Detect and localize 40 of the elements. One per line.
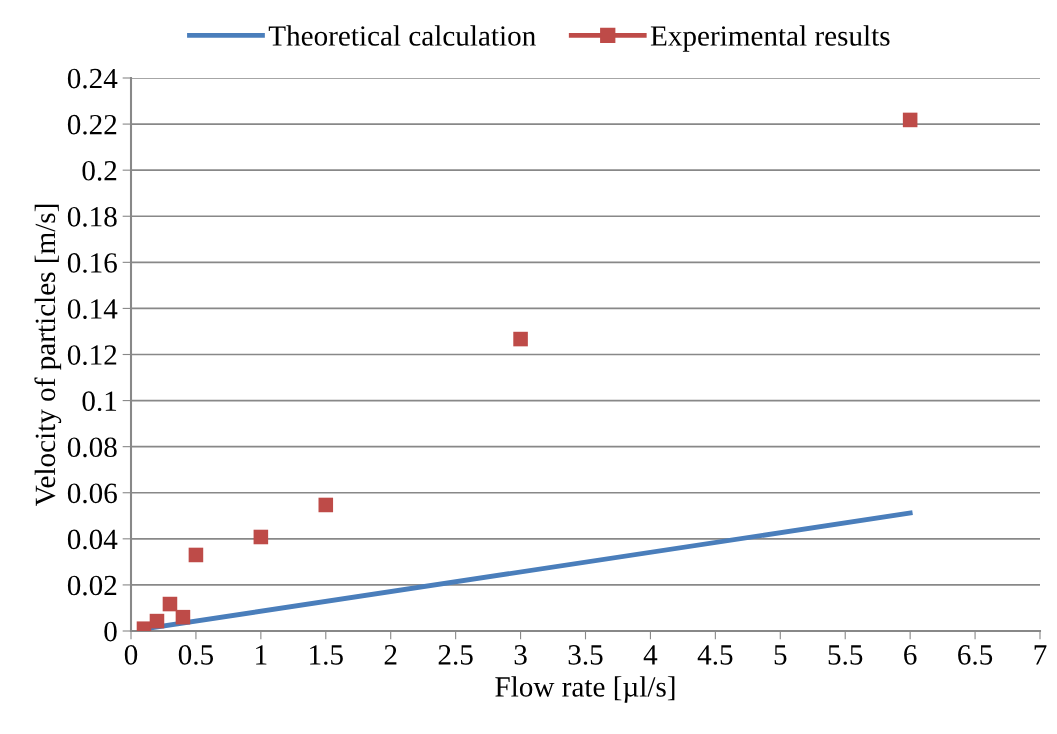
point	[149, 613, 165, 629]
y-tick-label: 0.16	[67, 253, 117, 273]
y-tick-label: 0.12	[67, 345, 117, 366]
point	[513, 331, 528, 347]
point	[188, 547, 204, 563]
x-tick-label: 2.5	[438, 645, 473, 665]
x-tick-label: 6	[904, 645, 917, 665]
x-tick-label: 1	[256, 645, 267, 665]
y-tick-label: 0.02	[67, 575, 117, 596]
x-tick-label: 3	[514, 645, 527, 665]
point	[318, 497, 334, 513]
y-tick-label: 0.1	[82, 391, 117, 412]
y-tick-label: 0.04	[67, 529, 118, 550]
legend-label: Experimental results	[650, 25, 890, 52]
x-axis-title: Flow rate [µl/s]	[495, 676, 675, 703]
x-tick-label: 1.5	[310, 645, 343, 665]
x-tick-label: 4	[643, 645, 658, 665]
y-tick-label: 0.18	[67, 206, 117, 227]
y-tick-label: 0.22	[67, 114, 117, 135]
x-tick-label: 6.5	[958, 645, 993, 665]
y-tick-label: 0.2	[82, 160, 117, 181]
x-tick-label: 7	[1034, 645, 1047, 665]
y-tick-label: 0.14	[67, 299, 118, 319]
point	[175, 609, 191, 625]
y-tick-label: 0.08	[67, 437, 117, 458]
x-tick-label: 5	[774, 645, 787, 665]
point	[162, 596, 178, 612]
x-tick-label: 5.5	[828, 645, 863, 665]
point	[253, 529, 269, 545]
x-tick-label: 0.5	[178, 645, 214, 665]
legend-label: Theoretical calculation	[268, 25, 536, 46]
x-tick-label: 4.5	[697, 645, 733, 665]
x-tick-label: 2	[384, 645, 397, 665]
x-tick-label: 0	[124, 645, 138, 665]
y-tick-label: 0	[104, 621, 117, 642]
y-axis-title: Velocity of particles [m/s]	[34, 204, 62, 507]
point	[902, 112, 918, 128]
y-tick-label: 0.24	[67, 68, 118, 89]
y-tick-label: 0.06	[67, 483, 117, 504]
x-tick-label: 3.5	[568, 645, 603, 665]
